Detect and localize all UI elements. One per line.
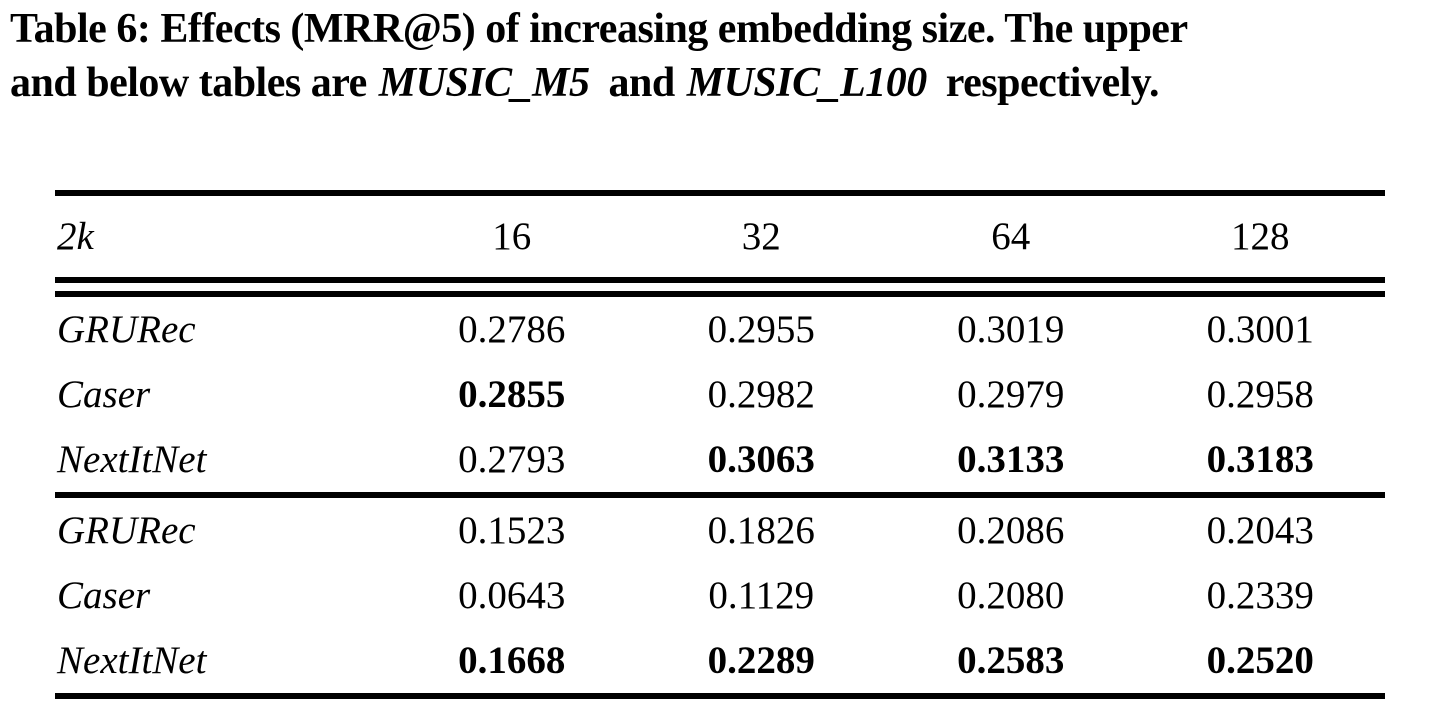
value-cell: 0.3063 <box>707 438 815 481</box>
value-cell: 0.2339 <box>1206 574 1314 617</box>
value-cell: 0.2979 <box>957 373 1065 416</box>
model-name: GRURec <box>57 308 196 351</box>
model-name: Caser <box>57 373 151 416</box>
caption-text-line2-mid: and <box>598 60 685 106</box>
value-cell: 0.1668 <box>458 639 566 682</box>
value-cell: 0.2855 <box>458 373 566 416</box>
value-cell: 0.2289 <box>707 639 815 682</box>
results-table: 2k 16 32 64 128 GRURec 0.2786 0.2955 0.3… <box>55 190 1385 699</box>
block-separator-rule <box>55 492 1385 498</box>
table-row: NextItNet 0.2793 0.3063 0.3133 0.3183 <box>55 427 1385 492</box>
col-header-64: 64 <box>991 215 1031 258</box>
lower-block-music-l100: GRURec 0.1523 0.1826 0.2086 0.2043 Caser… <box>55 498 1385 693</box>
value-cell: 0.2786 <box>458 308 566 351</box>
col-header-16: 16 <box>492 215 532 258</box>
table-row: GRURec 0.2786 0.2955 0.3019 0.3001 <box>55 297 1385 362</box>
model-name: NextItNet <box>57 639 207 682</box>
value-cell: 0.3001 <box>1206 308 1314 351</box>
table-row: GRURec 0.1523 0.1826 0.2086 0.2043 <box>55 498 1385 563</box>
table-row: Caser 0.0643 0.1129 0.2080 0.2339 <box>55 563 1385 628</box>
dataset-name-music-l100: MUSIC_L100 <box>686 60 928 106</box>
model-name: NextItNet <box>57 438 207 481</box>
caption-text-line1: Table 6: Effects (MRR@5) of increasing e… <box>10 6 1188 52</box>
top-rule <box>55 190 1385 196</box>
caption-line-1: Table 6: Effects (MRR@5) of increasing e… <box>10 2 1434 56</box>
caption-text-line2-pre: and below tables are <box>10 60 377 106</box>
caption-text-line2-post: respectively. <box>935 60 1160 106</box>
col-header-128: 128 <box>1231 215 1290 258</box>
dataset-name-music-m5: MUSIC_M5 <box>378 60 590 106</box>
bottom-rule <box>55 693 1385 699</box>
value-cell: 0.2043 <box>1206 509 1314 552</box>
value-cell: 0.2955 <box>707 308 815 351</box>
value-cell: 0.2958 <box>1206 373 1314 416</box>
col-header-2k: 2k <box>57 215 94 258</box>
value-cell: 0.1523 <box>458 509 566 552</box>
caption-line-2: and below tables are MUSIC_M5 and MUSIC_… <box>10 56 1434 110</box>
model-name: Caser <box>57 574 151 617</box>
upper-block-music-m5: GRURec 0.2786 0.2955 0.3019 0.3001 Caser… <box>55 297 1385 492</box>
value-cell: 0.3019 <box>957 308 1065 351</box>
value-cell: 0.2583 <box>957 639 1065 682</box>
value-cell: 0.2080 <box>957 574 1065 617</box>
value-cell: 0.2982 <box>707 373 815 416</box>
header-double-rule-lower <box>55 291 1385 297</box>
value-cell: 0.3183 <box>1206 438 1314 481</box>
header-row: 2k 16 32 64 128 <box>55 196 1385 277</box>
header-double-rule-upper <box>55 277 1385 283</box>
col-header-32: 32 <box>741 215 781 258</box>
table-row: NextItNet 0.1668 0.2289 0.2583 0.2520 <box>55 628 1385 693</box>
value-cell: 0.1826 <box>707 509 815 552</box>
value-cell: 0.3133 <box>957 438 1065 481</box>
value-cell: 0.0643 <box>458 574 566 617</box>
header-double-rule-gap <box>55 283 1385 291</box>
value-cell: 0.2793 <box>458 438 566 481</box>
value-cell: 0.2086 <box>957 509 1065 552</box>
value-cell: 0.1129 <box>708 574 815 617</box>
value-cell: 0.2520 <box>1206 639 1314 682</box>
table-caption: Table 6: Effects (MRR@5) of increasing e… <box>10 2 1434 110</box>
table-row: Caser 0.2855 0.2982 0.2979 0.2958 <box>55 362 1385 427</box>
model-name: GRURec <box>57 509 196 552</box>
